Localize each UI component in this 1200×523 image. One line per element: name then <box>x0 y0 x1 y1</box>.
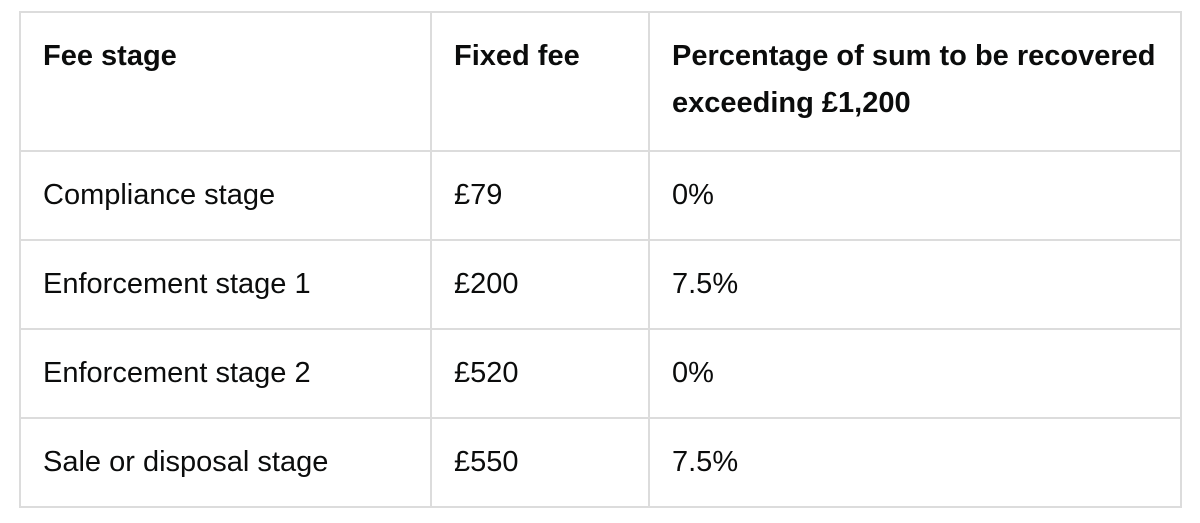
cell-fixed-fee: £200 <box>430 239 650 330</box>
fee-table: Fee stage Fixed fee Percentage of sum to… <box>19 11 1182 508</box>
cell-fixed-fee: £79 <box>430 150 650 241</box>
cell-percentage: 7.5% <box>648 239 1182 330</box>
cell-fee-stage: Sale or disposal stage <box>19 417 432 508</box>
header-fee-stage: Fee stage <box>19 11 432 152</box>
header-fixed-fee: Fixed fee <box>430 11 650 152</box>
cell-fixed-fee: £520 <box>430 328 650 419</box>
cell-percentage: 0% <box>648 328 1182 419</box>
table-row: Sale or disposal stage £550 7.5% <box>19 417 1182 508</box>
cell-percentage: 0% <box>648 150 1182 241</box>
table-row: Enforcement stage 1 £200 7.5% <box>19 239 1182 330</box>
header-percentage: Percentage of sum to be recovered exceed… <box>648 11 1182 152</box>
table-header-row: Fee stage Fixed fee Percentage of sum to… <box>19 11 1182 152</box>
cell-fee-stage: Enforcement stage 1 <box>19 239 432 330</box>
table-row: Compliance stage £79 0% <box>19 150 1182 241</box>
cell-fee-stage: Enforcement stage 2 <box>19 328 432 419</box>
cell-fixed-fee: £550 <box>430 417 650 508</box>
cell-fee-stage: Compliance stage <box>19 150 432 241</box>
cell-percentage: 7.5% <box>648 417 1182 508</box>
table-row: Enforcement stage 2 £520 0% <box>19 328 1182 419</box>
